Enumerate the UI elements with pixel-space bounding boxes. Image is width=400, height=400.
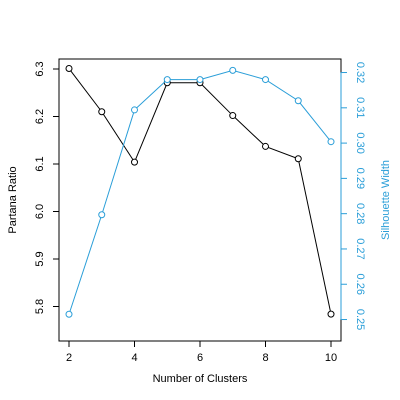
silhouette-point-bg (66, 311, 72, 318)
x-axis-title: Number of Clusters (153, 373, 248, 385)
y-tick-label-left: 6.1 (34, 156, 46, 171)
x-tick-label: 6 (197, 352, 203, 364)
y-tick-label-left: 5.9 (34, 251, 46, 266)
partana-point-bg (66, 65, 72, 72)
x-tick-label: 4 (131, 352, 137, 364)
y-tick-label-right: 0.31 (354, 97, 366, 118)
x-tick-label: 2 (66, 352, 72, 364)
y-tick-label-right: 0.27 (354, 238, 366, 259)
partana-point-bg (328, 311, 334, 318)
silhouette-point (229, 66, 237, 74)
partana-series-line (68, 68, 332, 315)
silhouette-point (65, 310, 73, 318)
y-axis-right-title: Silhouette Width (380, 160, 392, 240)
partana-point-bg (229, 112, 236, 119)
y-tick-label-left: 5.8 (34, 299, 46, 314)
silhouette-point-bg (164, 76, 171, 83)
silhouette-point-bg (98, 211, 105, 218)
silhouette-point-bg (295, 97, 302, 104)
silhouette-point-bg (229, 67, 236, 74)
silhouette-point (327, 138, 335, 146)
partana-point (327, 310, 335, 318)
y-axis-left-title: Partana Ratio (7, 166, 19, 233)
partana-point-bg (295, 155, 302, 162)
y-tick-label-left: 6.3 (34, 61, 46, 76)
x-tick-label: 8 (262, 352, 268, 364)
y-tick-label-right: 0.32 (354, 62, 366, 83)
silhouette-point (163, 76, 171, 84)
partana-point (262, 142, 269, 150)
silhouette-point (262, 76, 269, 84)
partana-point (229, 112, 237, 120)
silhouette-series-line (68, 69, 332, 315)
silhouette-point-bg (328, 138, 334, 145)
partana-point-bg (131, 159, 138, 166)
partana-point (65, 65, 73, 73)
partana-point-bg (98, 108, 105, 115)
silhouette-point-bg (197, 76, 203, 83)
silhouette-point (131, 106, 138, 114)
partana-point (131, 158, 138, 166)
silhouette-point (98, 211, 106, 219)
y-tick-label-right: 0.26 (354, 274, 366, 295)
y-tick-label-left: 6.2 (34, 109, 46, 124)
y-axis-right: 0.25 0.26 0.27 0.28 0.29 0.30 0.31 0.32 (340, 62, 366, 330)
partana-point (98, 108, 106, 116)
silhouette-point-bg (262, 76, 269, 83)
silhouette-point-bg (131, 106, 138, 113)
partana-point (294, 155, 302, 163)
y-tick-label-right: 0.28 (354, 203, 366, 224)
y-axis-left: 5.8 5.9 6.0 6.1 6.2 6.3 (34, 61, 60, 314)
y-tick-label-right: 0.25 (354, 309, 366, 330)
x-tick-label: 10 (325, 352, 337, 364)
y-tick-label-left: 6.0 (34, 204, 46, 219)
partana-point-bg (262, 143, 269, 150)
y-tick-label-right: 0.29 (354, 168, 366, 189)
silhouette-point (196, 76, 204, 84)
y-tick-label-right: 0.30 (354, 132, 366, 153)
silhouette-point (294, 97, 302, 105)
series-layer (65, 65, 335, 318)
x-axis: 2 4 6 8 10 (66, 340, 337, 364)
